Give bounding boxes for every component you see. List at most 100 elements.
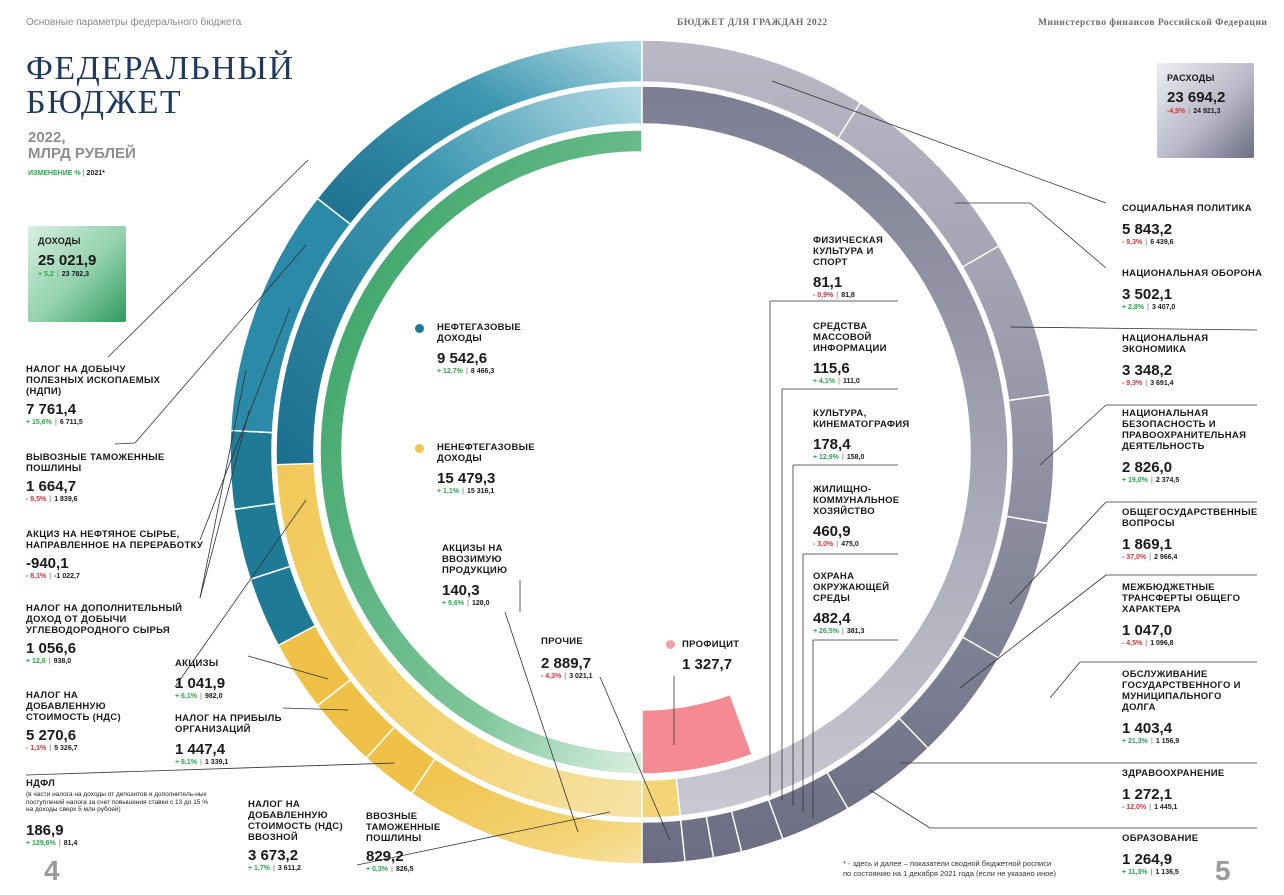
expenses-label: РАСХОДЫ: [1167, 73, 1215, 83]
item-change: - 4,3%: [541, 673, 562, 680]
item-excise: АКЦИЗЫ 1 041,9 + 6,1% | 982,0: [175, 658, 275, 701]
item-change: + 8,1%: [175, 759, 197, 766]
item-vat: НАЛОГ НА ДОБАВЛЕННУЮ СТОИМОСТЬ (НДС) 5 2…: [26, 690, 136, 753]
leader-line: [599, 676, 671, 841]
subtitle-year: 2022,: [28, 129, 66, 146]
item-change: + 9,6%: [442, 600, 464, 607]
expense-separator: [730, 810, 743, 852]
item-other: ПРОЧИЕ 2 889,7 - 4,3% | 3 021,1: [541, 636, 641, 681]
legend-change-label: ИЗМЕНЕНИЕ %: [28, 170, 81, 177]
surplus-dot-icon: [666, 640, 675, 649]
page-number-left: 4: [44, 855, 60, 886]
item-change: + 11,3%: [1122, 869, 1148, 876]
title-line-1: ФЕДЕРАЛЬНЫЙ: [26, 50, 295, 87]
item-change: + 12,6: [26, 658, 46, 665]
item-value: 1 041,9: [175, 675, 226, 692]
oilgas-dot-icon: [415, 324, 424, 333]
item-prev: 3 407,0: [1151, 304, 1176, 311]
item-value: 3 673,2: [248, 847, 299, 864]
ring-outer-seg-vat: [410, 757, 658, 865]
revenues-value: 25 021,9: [38, 252, 97, 269]
item-change: + 1,7%: [248, 865, 270, 872]
item-change: - 8,1%: [26, 573, 47, 580]
leader-line: [282, 707, 349, 711]
expense-separator: [1006, 515, 1048, 525]
footnote: * - здесь и далее – показатели сводной б…: [843, 859, 1056, 879]
item-prev: 8 466,3: [470, 368, 495, 375]
expenses-box: РАСХОДЫ 23 694,2 -4,9% | 24 921,3: [1157, 63, 1254, 158]
footnote-line-2: по состоянию на 1 декабря 2021 года (есл…: [843, 869, 1056, 878]
expense-separator: [962, 245, 1000, 268]
item-label: АКЦИЗ НА НЕФТЯНОЕ СЫРЬЕ, НАПРАВЛЕННОЕ НА…: [26, 529, 204, 551]
item-label: СРЕДСТВА МАССОВОЙ ИНФОРМАЦИИ: [813, 321, 887, 354]
item-export-duties: ВЫВОЗНЫЕ ТАМОЖЕННЫЕ ПОШЛИНЫ 1 664,7 - 9,…: [26, 452, 176, 504]
item-prev: 6 711,5: [59, 419, 83, 426]
leader-line: [174, 499, 307, 688]
item-oil-excise: АКЦИЗ НА НЕФТЯНОЕ СЫРЬЕ, НАПРАВЛЕННОЕ НА…: [26, 529, 216, 581]
leader-line: [1009, 326, 1258, 331]
item-value: 3 348,2: [1122, 362, 1173, 379]
item-change: + 26,5%: [813, 628, 839, 635]
header-left: Основные параметры федерального бюджета: [26, 17, 242, 28]
item-label: КУЛЬТУРА, КИНЕМАТОГРАФИЯ: [813, 408, 910, 430]
item-change: - 4,5%: [1122, 640, 1143, 647]
item-label: НАЦИОНАЛЬНАЯ БЕЗОПАСНОСТЬ И ПРАВООХРАНИТ…: [1122, 408, 1247, 452]
item-prev: 3 691,4: [1150, 380, 1174, 387]
ring-outer-expenses: [641, 39, 1055, 865]
item-value: 3 502,1: [1122, 286, 1173, 303]
item-value: 1 403,4: [1122, 720, 1173, 737]
item-change: + 15,6%: [26, 419, 52, 426]
item-label: НАЦИОНАЛЬНАЯ ОБОРОНА: [1122, 268, 1263, 279]
expense-separator: [767, 799, 784, 840]
item-change: - 9,3%: [1122, 239, 1143, 246]
item-value: 15 479,3: [437, 470, 496, 487]
item-general-issues: ОБЩЕГОСУДАРСТВЕННЫЕ ВОПРОСЫ 1 869,1 - 37…: [1122, 507, 1258, 561]
item-value: -940,1: [26, 555, 69, 572]
item-surplus: ПРОФИЦИТ 1 327,7: [666, 639, 766, 673]
item-prev: 128,0: [471, 600, 490, 607]
item-label: НАЦИОНАЛЬНАЯ ЭКОНОМИКА: [1122, 333, 1209, 355]
item-prev: 15 316,1: [466, 488, 495, 495]
item-prev: 826,5: [395, 866, 414, 873]
item-change: + 6,1%: [175, 693, 197, 700]
item-change: - 37,0%: [1122, 554, 1147, 561]
item-value: 1 327,7: [682, 656, 733, 673]
item-healthcare: ЗДРАВООХРАНЕНИЕ 1 272,1 - 12,0% | 1 445,1: [1122, 768, 1252, 812]
change-legend: ИЗМЕНЕНИЕ % | 2021*: [28, 170, 105, 177]
item-value: 140,3: [442, 582, 480, 599]
ring-mid-gap: [641, 777, 682, 819]
item-defense: НАЦИОНАЛЬНАЯ ОБОРОНА 3 502,1 + 2,8% | 3 40…: [1122, 268, 1272, 312]
item-economy: НАЦИОНАЛЬНАЯ ЭКОНОМИКА 3 348,2 - 9,3% | 3 …: [1122, 333, 1232, 388]
item-label: НЕНЕФТЕГАЗОВЫЕ ДОХОДЫ: [437, 442, 535, 464]
ring-outer-seg-export: [229, 429, 277, 511]
header-right: Министерство финансов Российской Федерац…: [1038, 18, 1268, 28]
item-change: + 12,7%: [437, 368, 463, 375]
item-prev: 1 096,8: [1150, 640, 1174, 647]
item-change: + 19,0%: [1122, 477, 1148, 484]
item-label: НАЛОГ НА ДОБАВЛЕННУЮ СТОИМОСТЬ (НДС) ВВО…: [248, 799, 343, 843]
footnote-line-1: * - здесь и далее – показатели сводной б…: [843, 859, 1052, 868]
item-prev: 1 156,9: [1155, 738, 1180, 745]
item-change: + 1,1%: [437, 488, 459, 495]
expense-separator: [826, 772, 849, 810]
item-sport: ФИЗИЧЕСКАЯ КУЛЬТУРА И СПОРТ 81,1 - 0,9% |…: [813, 235, 898, 300]
item-label: МЕЖБЮДЖЕТНЫЕ ТРАНСФЕРТЫ ОБЩЕГО ХАРАКТЕРА: [1122, 582, 1241, 615]
nonoil-dot-icon: [415, 444, 424, 453]
item-label: НДФЛ: [26, 778, 56, 789]
item-prev: 6 439,6: [1150, 239, 1174, 246]
item-change: + 12,9%: [813, 454, 839, 461]
item-import-excise: АКЦИЗЫ НА ВВОЗИМУЮ ПРОДУКЦИЮ 140,3 + 9,6…: [442, 543, 522, 608]
item-security: НАЦИОНАЛЬНАЯ БЕЗОПАСНОСТЬ И ПРАВООХРАНИТ…: [1122, 408, 1252, 485]
item-value: 186,9: [26, 821, 64, 839]
item-media: СРЕДСТВА МАССОВОЙ ИНФОРМАЦИИ 115,6 + 4,1…: [813, 321, 898, 386]
leader-line: [959, 574, 1107, 689]
item-change: + 0,3%: [366, 866, 388, 873]
revenues-label: ДОХОДЫ: [38, 236, 81, 246]
expense-separator: [898, 717, 929, 749]
item-prev: 1 839,6: [54, 496, 78, 503]
expenses-change: -4,9%: [1167, 108, 1186, 115]
item-value: 1 272,1: [1122, 786, 1173, 803]
leader-line: [134, 244, 307, 444]
leader-line: [771, 80, 1107, 204]
